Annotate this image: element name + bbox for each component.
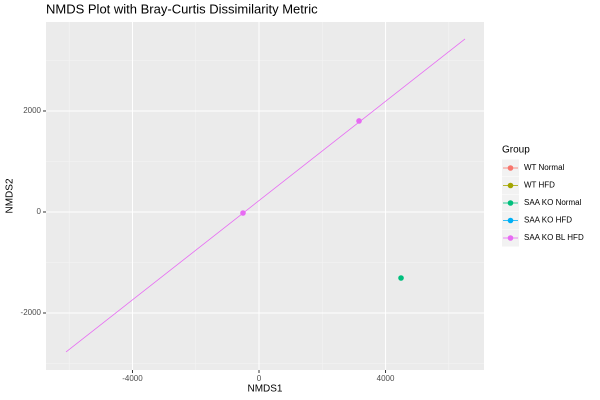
- point: [356, 118, 362, 124]
- legend-label: WT Normal: [524, 163, 565, 172]
- chart-title: NMDS Plot with Bray-Curtis Dissimilarity…: [46, 1, 318, 16]
- point: [240, 210, 246, 216]
- x-tick-label: 0: [257, 374, 262, 383]
- x-tick-label: 4000: [377, 374, 395, 383]
- y-tick-label: 2000: [23, 106, 41, 115]
- legend-label: SAA KO Normal: [524, 198, 582, 207]
- legend-point: [507, 235, 514, 241]
- y-tick-label: -2000: [21, 308, 42, 317]
- fit-line: [65, 38, 466, 353]
- legend-point: [507, 200, 514, 206]
- legend-title: Group: [502, 145, 530, 156]
- y-axis-label: NMDS2: [5, 178, 16, 213]
- legend-point: [507, 217, 514, 224]
- x-axis-label: NMDS1: [247, 384, 282, 395]
- legend-label: SAA KO HFD: [524, 216, 572, 225]
- legend-label: WT HFD: [524, 181, 555, 190]
- legend-point: [507, 182, 514, 189]
- legend-point: [507, 165, 514, 171]
- point: [398, 275, 404, 281]
- y-tick-label: 0: [37, 207, 42, 216]
- x-tick-label: -4000: [122, 374, 143, 383]
- legend-label: SAA KO BL HFD: [524, 233, 584, 242]
